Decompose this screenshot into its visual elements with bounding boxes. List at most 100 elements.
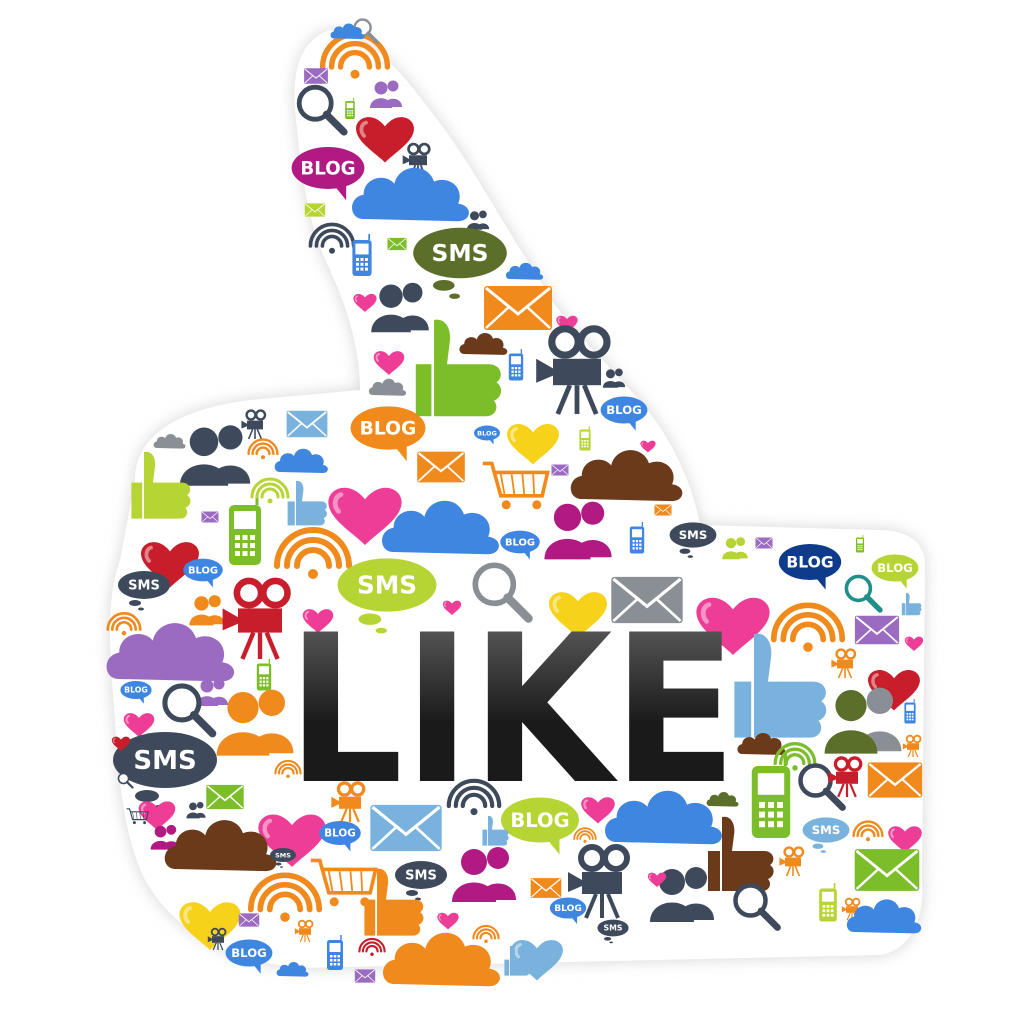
heart-icon [647,872,667,887]
movie-camera-icon [779,846,805,877]
shopping-cart-icon [482,461,550,510]
envelope-icon [854,849,920,891]
blog-bubble-label: BLOG [477,429,497,437]
cloud-icon [276,962,309,977]
people-icon [189,595,225,626]
blog-bubble-label: BLOG [324,828,356,840]
sms-bubble-label: SMS [405,869,437,884]
blog-bubble-label: BLOG [360,418,417,439]
cloud-icon [505,262,544,280]
mobile-phone-icon [751,753,791,838]
mobile-phone-icon [819,882,837,922]
mobile-phone-icon [229,495,261,565]
sms-bubble-label: SMS [604,924,623,933]
heart-icon [356,117,414,163]
heart-icon [507,423,559,465]
cloud-icon [164,820,277,872]
heart-icon [123,713,155,737]
blog-bubble-icon: BLOG [501,797,579,855]
heart-icon [442,600,462,615]
thumbs-up-icon [415,319,502,417]
movie-camera-icon [902,734,922,758]
heart-icon [437,912,459,930]
blog-bubble-icon: BLOG [120,681,152,704]
mobile-phone-icon [352,233,372,276]
heart-icon [556,315,578,333]
envelope-icon [484,286,552,330]
cloud-icon [274,448,328,473]
blog-bubble-label: BLOG [505,537,535,548]
wifi-icon [358,937,386,957]
blog-bubble-label: BLOG [510,809,569,832]
envelope-icon [206,784,244,810]
blog-bubble-icon: BLOG [183,558,223,588]
cloud-icon [330,23,365,40]
wifi-icon [308,222,356,254]
hand-silhouette [110,30,925,968]
thumbs-up-icon [734,633,827,738]
wifi-icon [247,872,323,922]
mobile-phone-icon [345,97,355,119]
envelope-icon [304,203,326,217]
movie-camera-icon [294,919,314,943]
mobile-phone-icon [904,698,916,724]
movie-camera-icon [831,648,857,679]
blog-bubble-icon: BLOG [350,406,426,462]
envelope-icon [551,464,569,476]
blog-bubble-icon: BLOG [600,396,648,431]
people-icon [179,425,251,486]
wifi-icon [274,527,352,579]
cloud-icon [706,792,739,807]
magnifier-icon [296,84,348,136]
cloud-icon [459,333,508,355]
blog-bubble-label: BLOG [188,565,218,576]
cloud-icon [383,932,500,987]
blog-bubble-label: BLOG [554,904,582,914]
movie-camera-icon [207,927,227,951]
magnifier-icon [844,574,883,613]
wifi-icon [472,924,500,944]
movie-camera-icon [828,756,863,798]
people-icon [186,801,206,819]
thumbs-up-icon [287,480,327,526]
people-icon [544,501,612,560]
sms-bubble-icon: SMS [802,817,850,853]
mobile-phone-icon [579,425,591,451]
magnifier-icon [472,562,533,623]
envelope-icon [286,410,328,438]
sms-bubble-icon: SMS [395,861,447,901]
heart-icon [111,736,131,751]
sms-bubble-icon: SMS [270,848,296,868]
blog-bubble-label: BLOG [124,686,148,695]
people-icon [650,867,714,922]
blog-bubble-icon: BLOG [225,939,273,974]
mobile-phone-icon [856,535,864,553]
heart-icon [373,351,405,375]
envelope-icon [854,615,900,645]
blog-bubble-label: BLOG [877,561,912,575]
thumbs-up-icon [504,945,531,976]
blog-bubble-icon: BLOG [319,821,361,852]
cloud-icon [846,899,922,934]
heart-icon [328,487,402,545]
envelope-icon [354,969,376,983]
envelope-icon [867,762,923,798]
envelope-icon [417,451,465,483]
movie-camera-icon [568,844,630,919]
sms-bubble-label: SMS [128,579,160,594]
shopping-cart-icon [126,808,149,825]
heart-icon [141,542,199,588]
thumbs-up-icon [482,815,509,846]
sms-bubble-icon: SMS [597,919,629,944]
envelope-icon [370,804,442,852]
mobile-phone-icon [508,348,524,381]
people-icon [466,210,490,230]
people-icon [150,824,180,850]
shopping-cart-icon [310,858,378,907]
people-icon [722,537,748,560]
heart-icon [868,669,920,711]
heart-icon [511,939,563,981]
sms-bubble-label: SMS [812,823,840,837]
